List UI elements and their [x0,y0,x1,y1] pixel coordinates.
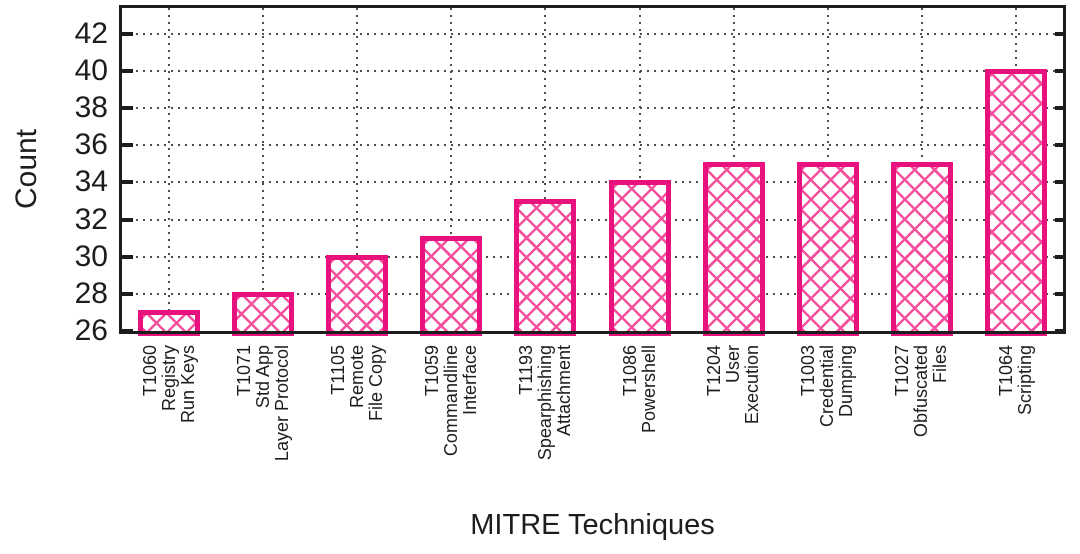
bar-t1204 [702,161,765,336]
y-axis-tick-right [1055,106,1063,111]
y-axis-tick-left [122,106,133,111]
bar-t1060 [138,310,201,336]
gridline-vertical [450,8,453,331]
x-axis-title: MITRE Techniques [470,509,715,541]
bar-t1086 [608,180,671,336]
bar-t1027 [890,161,953,336]
y-axis-tick-right [1055,69,1063,74]
y-axis-tick-left [122,217,133,222]
y-axis-tick-right [1055,291,1063,296]
bar-t1059 [420,236,483,336]
bar-t1193 [514,199,577,336]
y-axis-tick-left [122,329,133,333]
y-tick-label: 26 [74,314,108,347]
y-axis-tick-left [122,31,133,36]
gridline-horizontal [122,32,1063,35]
y-axis-tick-left [122,69,133,74]
gridline-horizontal [122,292,1063,295]
gridline-vertical [544,8,547,331]
y-tick-label: 34 [74,165,108,199]
gridline-horizontal [122,107,1063,110]
y-axis-tick-right [1055,31,1063,36]
y-axis-tick-left [122,180,133,185]
y-axis-tick-right [1055,143,1063,148]
bar-t1071 [232,291,295,336]
y-tick-label: 32 [74,202,108,236]
y-axis-tick-right [1055,180,1063,185]
gridline-horizontal [122,144,1063,147]
gridline-horizontal [122,218,1063,221]
gridline-horizontal [122,70,1063,73]
bar-t1003 [796,161,859,336]
gridline-horizontal [122,181,1063,184]
y-tick-label: 42 [74,16,108,50]
y-axis-tick-right [1055,254,1063,259]
y-tick-label: 36 [74,128,108,162]
y-axis-tick-left [122,291,133,296]
gridline-vertical [262,8,265,331]
gridline-vertical [638,8,641,331]
gridline-vertical [356,8,359,331]
y-tick-label: 38 [74,91,108,125]
y-axis-tick-left [122,254,133,259]
gridline-vertical [168,8,171,331]
plot-area [122,8,1063,336]
bar-t1064 [984,69,1047,336]
y-axis-tick-right [1055,329,1063,333]
y-tick-label: 30 [74,239,108,273]
y-tick-label: 28 [74,276,108,310]
y-axis-tick-left [122,143,133,148]
y-tick-label: 40 [74,54,108,88]
y-axis-tick-right [1055,217,1063,222]
gridline-horizontal [122,255,1063,258]
bar-t1105 [326,254,389,336]
